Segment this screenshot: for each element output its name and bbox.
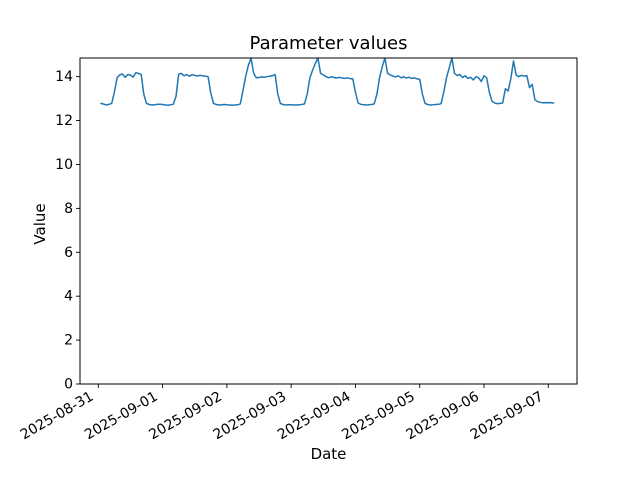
x-axis-label: Date xyxy=(311,445,347,463)
plot-area xyxy=(80,58,577,384)
y-tick-label: 2 xyxy=(64,333,73,349)
axes-frame xyxy=(79,57,578,385)
y-tick-label: 6 xyxy=(64,245,73,261)
x-tick-label: 2025-09-07 xyxy=(468,389,546,444)
y-tick-label: 12 xyxy=(55,113,73,129)
data-series-line xyxy=(100,58,555,106)
y-tick-label: 0 xyxy=(64,376,73,392)
x-axis: 2025-08-312025-09-012025-09-022025-09-03… xyxy=(18,384,549,444)
y-tick-label: 8 xyxy=(64,201,73,217)
y-tick-label: 10 xyxy=(55,157,73,173)
y-axis-label: Value xyxy=(31,203,49,244)
y-tick-label: 4 xyxy=(64,289,73,305)
chart-title: Parameter values xyxy=(250,33,408,54)
y-axis: 0 2 4 6 8 10 12 14 xyxy=(55,69,80,392)
y-tick-label: 14 xyxy=(55,69,73,85)
